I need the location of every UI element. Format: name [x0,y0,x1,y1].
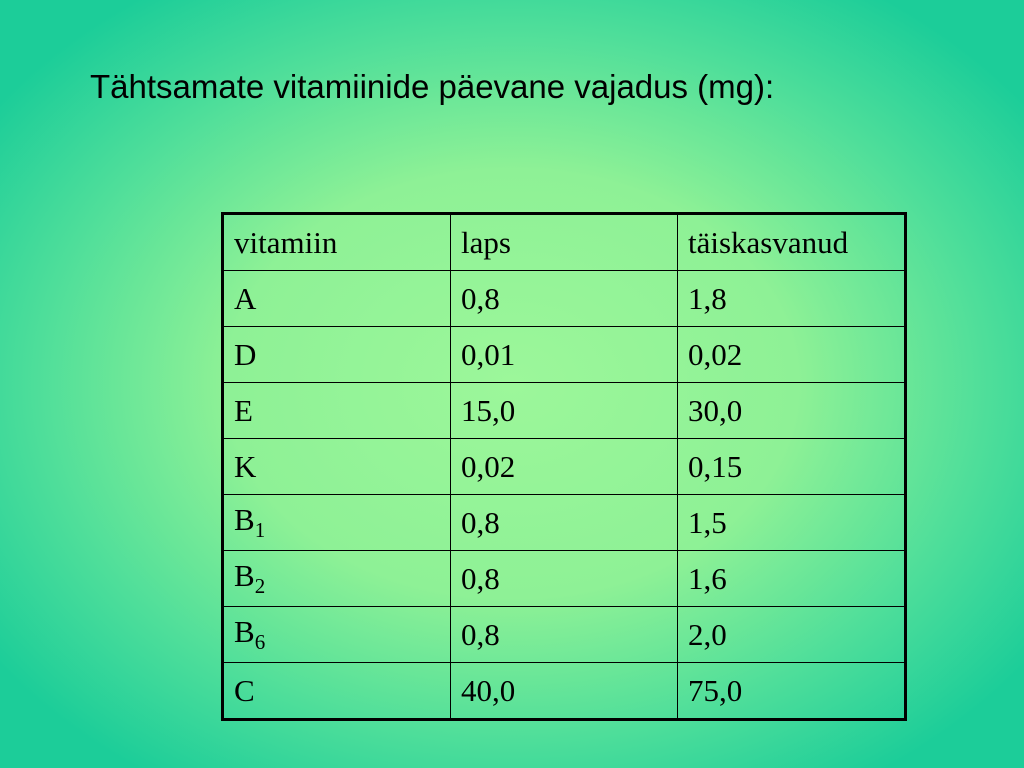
cell-text: B [234,614,255,649]
table-cell: 15,0 [450,382,678,439]
table-cell: 75,0 [677,662,906,720]
table-row: K 0,02 0,15 [222,438,906,495]
table-cell: 0,8 [450,270,678,327]
table-cell: 0,8 [450,606,678,663]
cell-subscript: 2 [254,574,266,598]
table-row: B2 0,8 1,6 [222,550,906,607]
slide-title: Tähtsamate vitamiinide päevane vajadus (… [90,68,775,105]
table-row: B6 0,8 2,0 [222,606,906,663]
cell-text: B [234,502,255,537]
table-cell: C [222,662,451,720]
table-row: E 15,0 30,0 [222,382,906,439]
table-cell: 0,01 [450,326,678,383]
table-cell: 1,6 [677,550,906,607]
table-cell: B6 [222,606,451,663]
header-row: vitamiin laps täiskasvanud [222,213,906,271]
table-cell: B2 [222,550,451,607]
table-cell: 1,8 [677,270,906,327]
table-cell: K [222,438,451,495]
cell-text: B [234,558,255,593]
table-cell: 30,0 [677,382,906,439]
table-cell: täiskasvanud [677,213,906,271]
table-cell: 0,02 [677,326,906,383]
table-row: C 40,0 75,0 [222,662,906,720]
table-cell: 0,8 [450,494,678,551]
table-cell: 2,0 [677,606,906,663]
table-cell: B1 [222,494,451,551]
cell-subscript: 6 [254,630,266,654]
table-row: D 0,01 0,02 [222,326,906,383]
table-cell: D [222,326,451,383]
table-cell: 0,02 [450,438,678,495]
vitamin-table: vitamiin laps täiskasvanud A 0,8 1,8 D 0,01 0,02… [221,212,907,721]
table-cell: 40,0 [450,662,678,720]
table-row: B1 0,8 1,5 [222,494,906,551]
table-cell: laps [450,213,678,271]
table-cell: 0,8 [450,550,678,607]
cell-subscript: 1 [254,518,266,542]
table-row: A 0,8 1,8 [222,270,906,327]
table-cell: 1,5 [677,494,906,551]
table-cell: vitamiin [222,213,451,271]
table-cell: E [222,382,451,439]
table-cell: A [222,270,451,327]
table-cell: 0,15 [677,438,906,495]
